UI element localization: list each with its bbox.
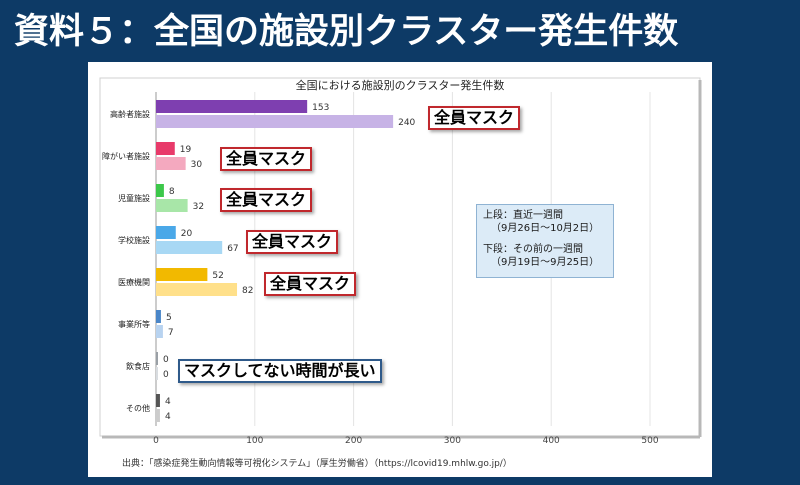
category-label: 飲食店 [126, 361, 150, 371]
bar-recent [156, 268, 208, 281]
bar-previous [156, 241, 223, 254]
category-label: 医療機関 [118, 277, 150, 287]
bar-recent [156, 142, 175, 155]
bar-recent [156, 184, 164, 197]
bar-previous [156, 283, 238, 296]
category-label: 事業所等 [118, 319, 150, 329]
bar-previous [156, 409, 160, 422]
bar-previous [156, 367, 158, 380]
data-label-previous: 32 [193, 202, 204, 212]
bar-recent [156, 100, 308, 113]
data-label-recent: 5 [166, 313, 172, 323]
mask-callout-children: 全員マスク [220, 188, 313, 212]
data-label-previous: 240 [398, 118, 415, 128]
legend-bottom-dates: （9月19日〜9月25日） [491, 257, 600, 268]
category-label: 障がい者施設 [102, 151, 150, 161]
bar-recent [156, 310, 161, 323]
mask-callout-disability: 全員マスク [220, 147, 313, 171]
legend-top-dates: （9月26日〜10月2日） [491, 223, 600, 234]
x-tick-label: 400 [543, 436, 560, 446]
data-label-recent: 52 [212, 271, 223, 281]
data-label-recent: 20 [181, 229, 193, 239]
source-note: 出典：「感染症発生動向情報等可視化システム」（厚生労働省）（https://lc… [122, 459, 512, 469]
bar-recent [156, 226, 176, 239]
data-label-recent: 0 [163, 355, 169, 365]
x-tick-label: 200 [345, 436, 362, 446]
bar-recent [156, 352, 158, 365]
data-label-previous: 4 [165, 412, 171, 422]
legend-top-label: 上段：直近一週間 [483, 210, 563, 221]
bar-previous [156, 199, 188, 212]
data-label-previous: 7 [168, 328, 174, 338]
category-label: 児童施設 [118, 193, 150, 203]
category-label: その他 [126, 403, 150, 413]
bar-previous [156, 325, 163, 338]
mask-callout-elderly: 全員マスク [428, 106, 521, 130]
bar-previous [156, 157, 186, 170]
mask-callout-school: 全員マスク [246, 230, 339, 254]
data-label-previous: 82 [242, 286, 253, 296]
data-label-recent: 19 [180, 145, 192, 155]
chart-panel: 全国における施設別のクラスター発生件数 0 100 200 300 400 500 高齢者施設… [88, 62, 712, 477]
data-label-recent: 153 [312, 103, 329, 113]
slide-title: 資料５：全国の施設別クラスター発生件数 [14, 12, 679, 52]
x-tick-label: 100 [246, 436, 263, 446]
chart-title: 全国における施設別のクラスター発生件数 [296, 78, 505, 92]
category-label: 高齢者施設 [110, 109, 150, 119]
legend-bottom-label: 下段：その前の一週間 [483, 244, 583, 255]
no-mask-callout-restaurant: マスクしてない時間が長い [178, 359, 382, 383]
x-tick-label: 500 [641, 436, 658, 446]
bar-previous [156, 115, 394, 128]
data-label-previous: 67 [227, 244, 238, 254]
category-label: 学校施設 [118, 235, 150, 245]
data-label-previous: 30 [191, 160, 203, 170]
data-label-recent: 8 [169, 187, 175, 197]
x-tick-label: 0 [153, 436, 159, 446]
x-tick-label: 300 [444, 436, 461, 446]
mask-callout-medical: 全員マスク [264, 272, 357, 296]
data-label-previous: 0 [163, 370, 169, 380]
bar-recent [156, 394, 160, 407]
period-legend: 上段：直近一週間 （9月26日〜10月2日） 下段：その前の一週間 （9月19日… [476, 204, 614, 278]
data-label-recent: 4 [165, 397, 171, 407]
